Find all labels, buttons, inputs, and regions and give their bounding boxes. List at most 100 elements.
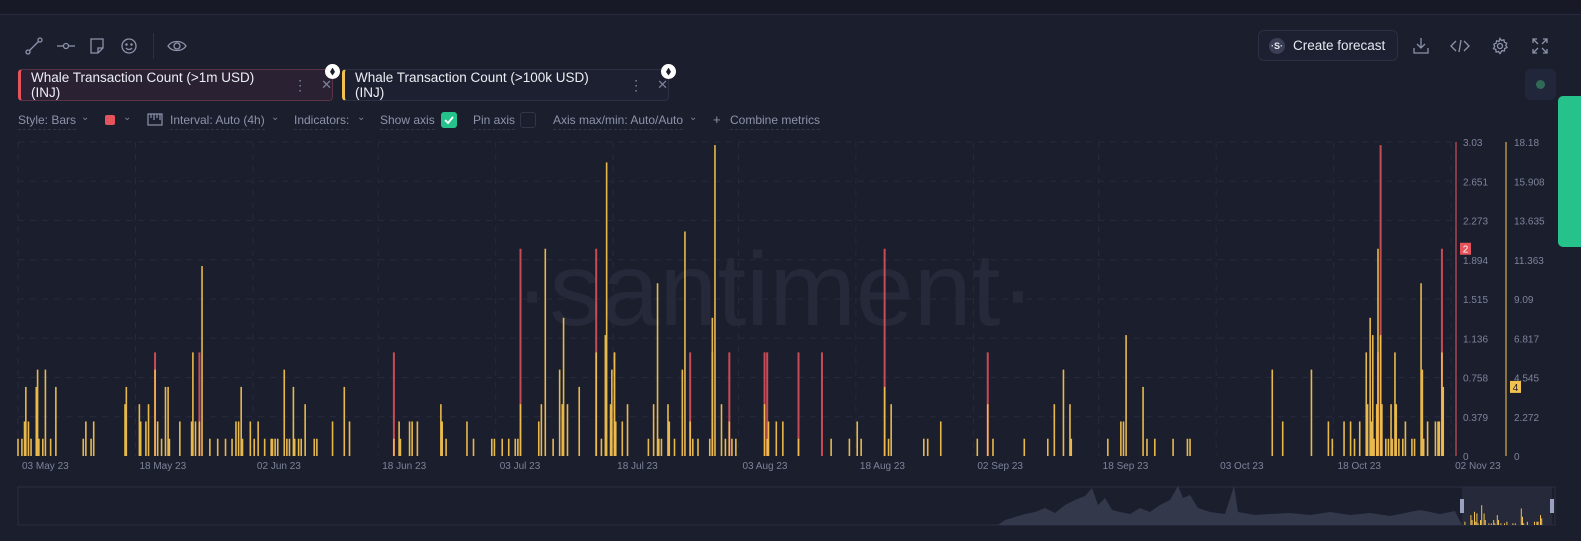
navigator-bar [1520, 508, 1522, 525]
bar-100k [263, 438, 266, 456]
bar-100k [17, 438, 19, 456]
note-icon[interactable] [87, 36, 107, 56]
navigator-bar [1476, 513, 1478, 525]
close-icon[interactable]: ✕ [321, 77, 332, 92]
x-tick-label: 03 Aug 23 [742, 461, 787, 472]
bar-100k [681, 369, 684, 456]
navigator-bar [1500, 523, 1502, 525]
bar-100k [1070, 438, 1073, 456]
x-tick-label: 03 Oct 23 [1220, 461, 1264, 472]
navigator-bar [1481, 505, 1483, 525]
bar-100k [343, 386, 346, 456]
navigator-bar [1534, 521, 1535, 525]
bar-100k [224, 438, 227, 456]
navigator-bar [1496, 515, 1498, 525]
navigator-selection[interactable] [1462, 487, 1552, 525]
bar-100k [626, 404, 629, 456]
bar-100k [976, 438, 979, 456]
eye-icon[interactable] [167, 36, 187, 56]
bar-100k [766, 438, 768, 456]
metric-chip-1m[interactable]: Whale Transaction Count (>1m USD) (INJ) … [18, 69, 333, 101]
bar-100k [611, 369, 613, 456]
x-tick-label: 18 May 23 [139, 461, 186, 472]
more-options-icon[interactable]: ⋮ [293, 76, 308, 93]
bar-100k [517, 438, 519, 456]
navigator-right-handle[interactable] [1550, 499, 1554, 513]
bar-100k [145, 421, 147, 456]
chevron-down-icon[interactable]: ⌄ [123, 112, 132, 123]
embed-code-icon[interactable] [1450, 36, 1470, 56]
chevron-down-icon[interactable]: ⌄ [271, 112, 280, 123]
chevron-down-icon[interactable]: ⌄ [357, 112, 366, 123]
bar-100k [1353, 438, 1356, 456]
bar-100k [393, 438, 395, 456]
axis-minmax-select[interactable]: Axis max/min: Auto/Auto [553, 113, 684, 130]
bar-100k [1373, 438, 1375, 456]
more-options-icon[interactable]: ⋮ [629, 76, 644, 93]
side-panel-tab[interactable] [1558, 96, 1581, 247]
bar-100k [160, 438, 163, 456]
close-icon[interactable]: ✕ [657, 77, 668, 92]
bar-100k [1120, 421, 1122, 456]
navigator-bar [1474, 511, 1475, 525]
fullscreen-icon[interactable] [1530, 36, 1550, 56]
metric-chip-100k[interactable]: Whale Transaction Count (>100k USD) (INJ… [342, 69, 669, 101]
combine-metrics-button[interactable]: Combine metrics [730, 113, 821, 130]
chevron-down-icon[interactable]: ⌄ [81, 112, 90, 123]
plus-icon: + [713, 112, 721, 127]
bar-100k [1421, 369, 1424, 456]
status-toggle-button[interactable] [1525, 69, 1556, 100]
bar-100k [1441, 352, 1443, 456]
settings-gear-icon[interactable] [1490, 36, 1510, 56]
indicators-select[interactable]: Indicators: [294, 113, 350, 130]
style-select[interactable]: Style: Bars [18, 113, 77, 130]
create-forecast-button[interactable]: ·S· Create forecast [1258, 30, 1398, 61]
bar-100k [164, 386, 167, 456]
bar-100k [667, 404, 669, 456]
series-100k-bars [17, 145, 1445, 457]
bar-100k [249, 421, 252, 456]
pin-axis-label: Pin axis [473, 113, 516, 130]
emoji-icon[interactable] [119, 36, 139, 56]
bar-100k [297, 438, 300, 456]
bar-100k [537, 421, 540, 456]
interval-select[interactable]: Interval: Auto (4h) [170, 113, 265, 130]
bar-100k [684, 231, 686, 456]
x-tick-label: 02 Jun 23 [257, 461, 301, 472]
bar-100k [558, 369, 561, 456]
bar-100k [1366, 404, 1369, 456]
bar-100k [562, 317, 565, 456]
horizontal-ray-icon[interactable] [56, 36, 76, 56]
bar-100k [293, 438, 296, 456]
bar-100k [1375, 404, 1378, 456]
navigator-overview-area [998, 486, 1462, 525]
line-drawing-icon[interactable] [24, 36, 44, 56]
y-tick-label: 0.758 [1463, 374, 1488, 385]
download-icon[interactable] [1411, 36, 1431, 56]
navigator-bar [1506, 521, 1508, 525]
x-tick-label: 02 Nov 23 [1455, 461, 1501, 472]
bar-100k [209, 438, 211, 456]
bar-100k [1310, 369, 1313, 456]
bar-100k [1394, 352, 1396, 456]
chevron-down-icon[interactable]: ⌄ [689, 112, 698, 123]
bar-100k [124, 404, 126, 456]
pin-axis-checkbox[interactable] [520, 112, 536, 128]
bar-1m [689, 352, 692, 456]
bar-100k [883, 386, 886, 456]
navigator-bar [1494, 523, 1496, 525]
bar-100k [1358, 421, 1361, 456]
bar-100k [1442, 386, 1445, 456]
navigator-left-handle[interactable] [1460, 499, 1464, 513]
bar-100k [1172, 438, 1174, 456]
navigator[interactable] [17, 486, 1556, 526]
last-value-badge [1460, 242, 1471, 255]
color-swatch[interactable] [105, 115, 115, 125]
bar-100k [411, 421, 413, 456]
bar-100k [1271, 369, 1274, 456]
bar-100k [1142, 386, 1144, 456]
bar-100k [156, 421, 159, 456]
bar-100k [1437, 421, 1439, 456]
show-axis-checkbox[interactable] [441, 112, 457, 128]
y-tick-label: 1.894 [1463, 256, 1488, 267]
